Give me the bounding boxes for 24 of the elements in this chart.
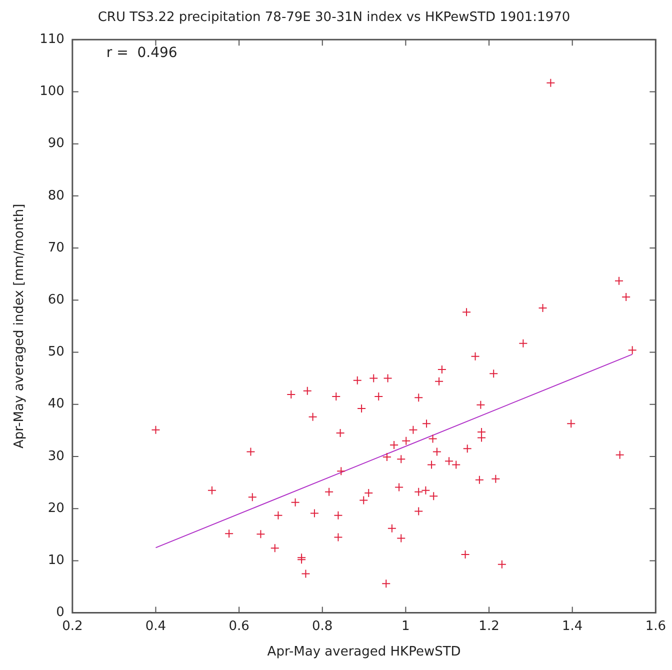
x-tick-label: 0.8 [312, 618, 333, 634]
y-tick-label: 30 [48, 448, 64, 464]
x-axis-title: Apr-May averaged HKPewSTD [267, 644, 461, 660]
chart-title: CRU TS3.22 precipitation 78-79E 30-31N index vs HKPewSTD 1901:1970 [98, 10, 570, 26]
y-tick-label: 40 [48, 396, 64, 412]
x-tick-label: 1.2 [478, 618, 500, 634]
x-tick-label: 1 [402, 618, 410, 634]
x-tick-label: 1.6 [645, 618, 666, 634]
y-tick-label: 60 [48, 292, 64, 308]
y-tick-label: 0 [56, 605, 64, 620]
x-tick-label: 0.2 [62, 618, 83, 634]
y-tick-label: 20 [48, 500, 64, 516]
y-tick-label: 110 [40, 32, 64, 47]
y-tick-label: 90 [48, 136, 64, 152]
x-tick-label: 1.4 [562, 618, 583, 634]
annotation: r = 0.496 [106, 45, 178, 62]
x-tick-label: 0.4 [145, 618, 166, 634]
y-tick-label: 80 [48, 188, 64, 204]
y-axis-title: Apr-May averaged index [mm/month] [12, 204, 28, 449]
y-tick-label: 100 [40, 84, 64, 100]
x-tick-label: 0.6 [228, 618, 250, 634]
y-tick-label: 50 [48, 344, 64, 360]
y-tick-label: 10 [48, 553, 64, 568]
y-tick-label: 70 [48, 240, 64, 256]
